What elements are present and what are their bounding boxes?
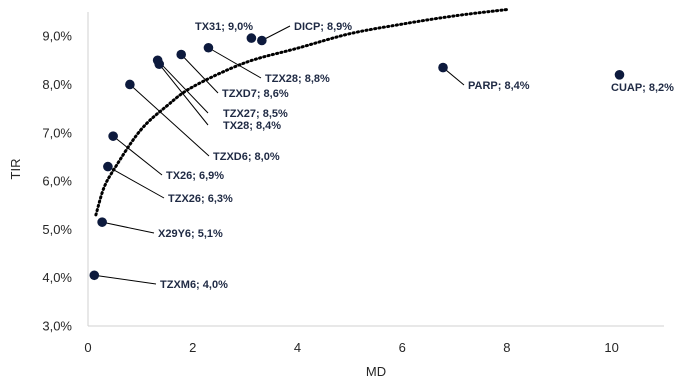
leader-line [102, 221, 155, 234]
x-tick-label: 10 [604, 340, 618, 355]
leader-line [208, 47, 262, 79]
data-label: DICP; 8,9% [294, 21, 352, 33]
leader-line [129, 84, 210, 157]
data-points [89, 33, 625, 281]
data-label: TZX26; 6,3% [168, 193, 233, 205]
data-label: PARP; 8,4% [468, 80, 530, 92]
x-tick-label: 8 [503, 340, 510, 355]
x-axis-title: MD [366, 364, 386, 379]
y-axis-title: TIR [8, 159, 23, 180]
leader-line [107, 166, 165, 199]
data-labels: TZXM6; 4,0% X29Y6; 5,1% TZX26; 6,3% TX26; 6… [158, 21, 674, 291]
data-label: TZX28; 8,8% [265, 73, 330, 85]
data-point [89, 270, 100, 281]
y-tick-label: 8,0% [42, 77, 72, 92]
leader-line [158, 63, 209, 126]
y-tick-label: 9,0% [42, 29, 72, 44]
data-point [125, 79, 135, 90]
y-tick-label: 3,0% [42, 319, 72, 334]
y-tick-label: 4,0% [42, 270, 72, 285]
y-tick-labels: 3,0% 4,0% 5,0% 6,0% 7,0% 8,0% 9,0% [42, 29, 72, 334]
x-tick-label: 6 [399, 340, 406, 355]
y-tick-label: 5,0% [42, 222, 72, 237]
leader-line [157, 59, 209, 114]
leader-line [180, 54, 219, 94]
data-point [438, 62, 448, 73]
data-point [97, 217, 107, 227]
data-label: TZXD7; 8,6% [222, 88, 289, 100]
data-label: X29Y6; 5,1% [158, 228, 223, 240]
data-label: CUAP; 8,2% [611, 82, 674, 94]
data-point [103, 161, 113, 172]
data-point [152, 55, 163, 66]
axes [87, 12, 664, 327]
data-point [108, 131, 118, 141]
y-tick-label: 6,0% [42, 174, 72, 189]
trendline [94, 8, 509, 217]
data-point [203, 42, 214, 53]
x-tick-label: 2 [189, 340, 196, 355]
data-point [246, 33, 257, 43]
x-tick-label: 4 [294, 340, 301, 355]
data-point [614, 70, 625, 80]
leader-line [112, 135, 163, 176]
data-label: TX28; 8,4% [223, 120, 281, 132]
leader-line [261, 25, 291, 41]
y-tick-label: 7,0% [42, 125, 72, 140]
data-label: TZXM6; 4,0% [160, 279, 228, 291]
leader-line [94, 274, 157, 285]
leader-lines [94, 25, 465, 285]
data-point [257, 35, 267, 46]
data-point [176, 49, 187, 60]
data-label: TX26; 6,9% [166, 170, 224, 182]
x-tick-labels: 0 2 4 6 8 10 [84, 340, 618, 355]
x-tick-label: 0 [84, 340, 91, 355]
data-label: TX31; 9,0% [195, 21, 253, 33]
data-label: TZX27; 8,5% [223, 108, 288, 120]
data-label: TZXD6; 8,0% [213, 151, 280, 163]
